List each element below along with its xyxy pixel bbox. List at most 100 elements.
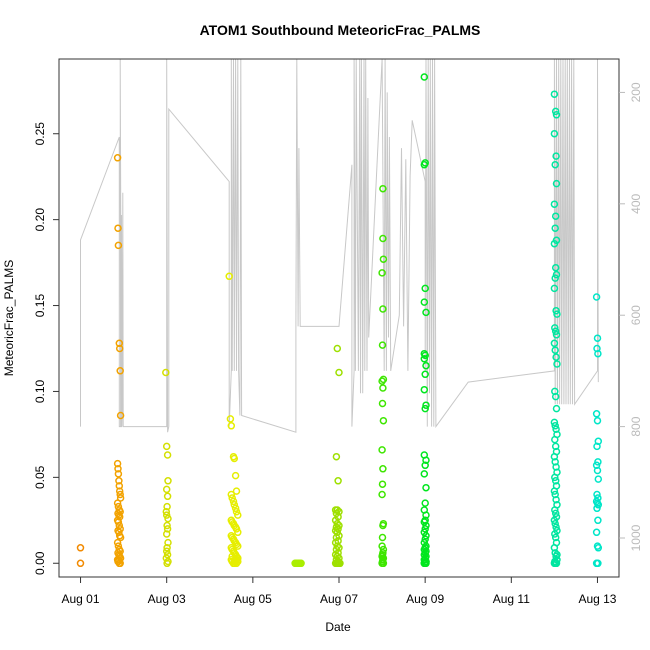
- data-point: [422, 456, 430, 464]
- data-point: [229, 497, 238, 506]
- x-tick-label: Aug 03: [148, 592, 186, 606]
- y2-tick-label: 600: [629, 305, 643, 325]
- series-1: [113, 154, 125, 568]
- data-point: [332, 452, 341, 461]
- scatter-points-layer: [76, 73, 603, 568]
- data-point: [593, 334, 602, 342]
- data-point: [594, 501, 603, 509]
- data-point: [116, 411, 125, 420]
- data-point: [76, 559, 85, 568]
- data-point: [114, 241, 123, 250]
- data-point: [553, 360, 561, 368]
- data-point: [422, 532, 430, 540]
- data-point: [115, 339, 124, 348]
- data-point: [552, 270, 561, 279]
- data-point: [422, 361, 430, 370]
- data-point: [114, 470, 123, 478]
- data-point: [333, 552, 342, 561]
- data-point: [162, 485, 171, 494]
- data-point: [421, 525, 429, 533]
- data-point: [231, 471, 240, 480]
- data-point: [421, 404, 429, 413]
- data-point: [551, 212, 560, 220]
- data-point: [420, 73, 429, 81]
- data-point: [163, 525, 172, 533]
- data-point: [551, 263, 560, 272]
- data-point: [164, 514, 172, 523]
- data-point: [592, 410, 601, 418]
- data-point: [551, 458, 559, 466]
- data-point: [297, 559, 305, 568]
- data-point: [550, 544, 559, 552]
- data-point: [594, 349, 602, 358]
- data-point: [552, 523, 560, 531]
- data-point: [116, 367, 124, 375]
- data-point: [420, 550, 429, 559]
- data-point: [115, 477, 123, 485]
- y2-tick-label: 400: [629, 193, 643, 213]
- data-point: [421, 461, 429, 470]
- data-point: [227, 422, 236, 430]
- data-point: [331, 526, 340, 535]
- data-point: [227, 490, 236, 499]
- data-point: [551, 422, 559, 430]
- data-point: [552, 404, 561, 413]
- plot-frame: [58, 58, 620, 578]
- data-point: [422, 521, 430, 530]
- data-point: [234, 511, 242, 519]
- data-point: [550, 239, 559, 248]
- y-tick-label: 0.05: [33, 465, 47, 489]
- data-point: [420, 385, 429, 394]
- axes-layer: Aug 01 Aug 03 Aug 05 Aug 07 Aug 09 Aug 11 Aug …: [33, 58, 643, 606]
- data-point: [551, 392, 560, 401]
- data-point: [592, 528, 601, 537]
- data-point: [232, 525, 241, 533]
- x-tick-label: Aug 13: [578, 592, 616, 606]
- y-tick-label: 0.20: [33, 208, 47, 232]
- data-point: [551, 477, 560, 485]
- data-point: [551, 473, 559, 482]
- series-5: [331, 344, 344, 568]
- data-point: [551, 506, 559, 514]
- y-tick-label: 0.00: [33, 551, 47, 575]
- data-point: [550, 200, 559, 208]
- data-point: [163, 544, 171, 552]
- data-point: [593, 490, 601, 499]
- data-point: [551, 327, 560, 336]
- data-point: [163, 550, 172, 559]
- data-point: [335, 368, 343, 377]
- data-point: [333, 344, 342, 353]
- series-6: [378, 184, 388, 568]
- data-point: [379, 465, 387, 473]
- y-tick-label: 0.10: [33, 379, 47, 403]
- data-point: [551, 435, 559, 444]
- data-point: [116, 490, 124, 499]
- data-point: [332, 523, 341, 531]
- data-point: [232, 487, 241, 495]
- data-point: [378, 533, 387, 542]
- data-point: [164, 477, 172, 485]
- data-point: [163, 502, 171, 511]
- data-point: [234, 528, 242, 537]
- data-point: [594, 475, 603, 483]
- data-point: [551, 160, 559, 169]
- data-point: [421, 535, 429, 543]
- data-point: [594, 458, 602, 466]
- data-point: [592, 293, 601, 301]
- data-point: [228, 494, 236, 502]
- data-point: [594, 544, 603, 552]
- data-point: [334, 477, 342, 485]
- data-point: [420, 298, 429, 306]
- data-point: [551, 530, 559, 538]
- data-point: [162, 507, 171, 516]
- data-point: [163, 521, 171, 530]
- series-8: [550, 90, 561, 568]
- data-point: [231, 504, 240, 513]
- data-point: [378, 446, 386, 454]
- data-point: [114, 224, 122, 232]
- data-point: [379, 416, 388, 425]
- data-point: [378, 377, 386, 385]
- x-tick-label: Aug 07: [320, 592, 358, 606]
- series-4: [291, 559, 305, 568]
